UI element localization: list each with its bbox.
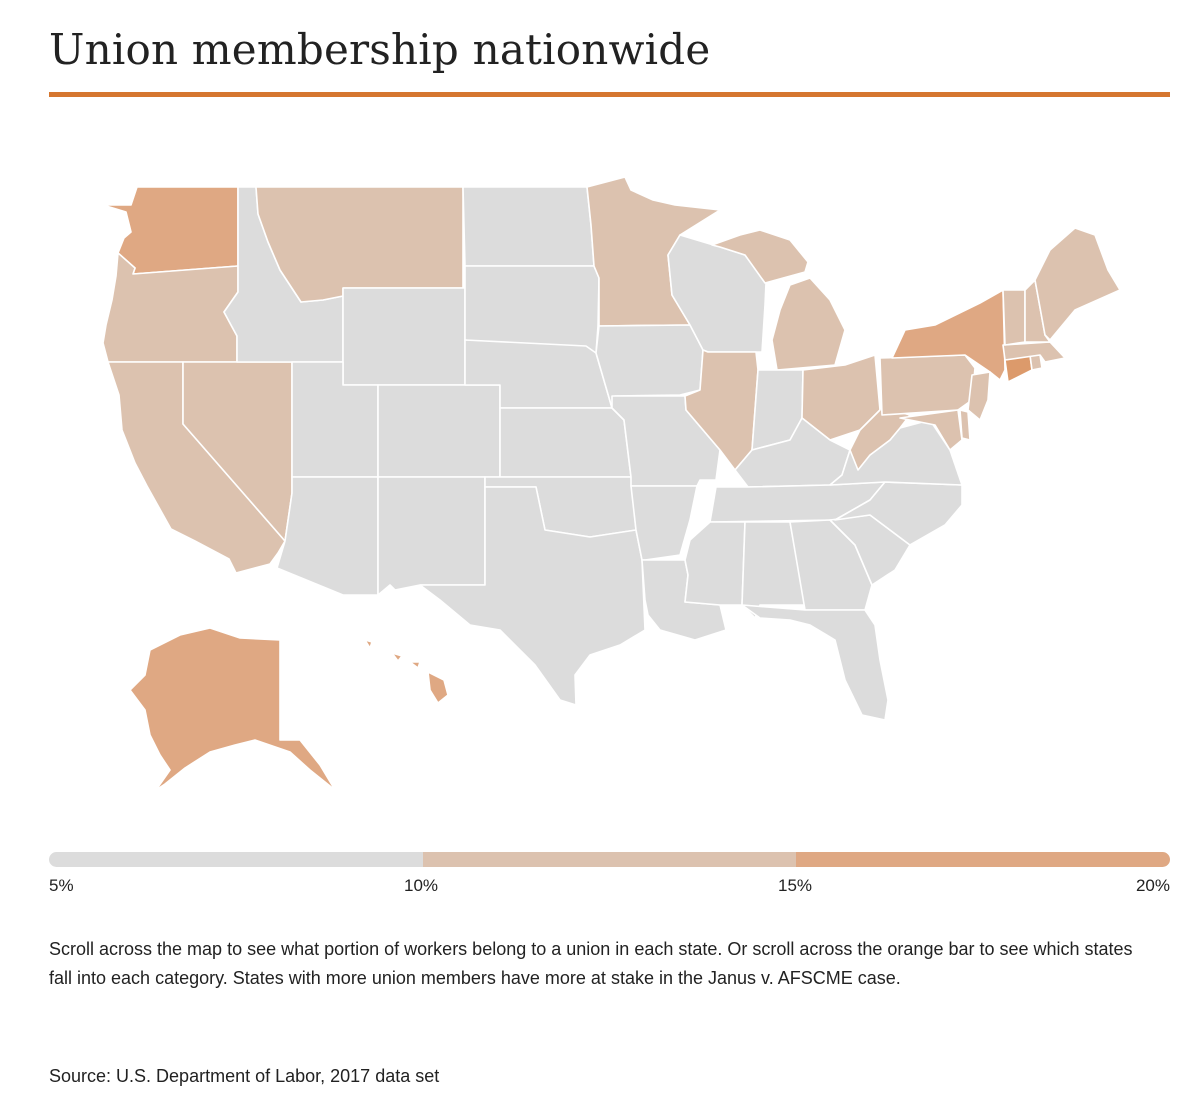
legend-segment-10-15[interactable]: [422, 852, 797, 867]
state-VT[interactable]: [1002, 289, 1026, 346]
legend-segment-5-10[interactable]: [49, 852, 423, 867]
state-MD[interactable]: [899, 409, 963, 451]
state-TX[interactable]: [419, 486, 646, 706]
state-IL[interactable]: [684, 349, 759, 471]
map-description: Scroll across the map to see what portio…: [49, 939, 1133, 988]
legend-tick-20: 20%: [1135, 876, 1170, 895]
legend-tick-5: 5%: [49, 876, 74, 895]
state-AK[interactable]: [129, 627, 336, 791]
state-KS[interactable]: [499, 407, 632, 478]
page-title: Union membership nationwide: [49, 25, 711, 74]
state-PA[interactable]: [879, 354, 976, 416]
legend-scale-bar[interactable]: [49, 852, 1170, 867]
state-MI[interactable]: [711, 229, 846, 371]
state-AR[interactable]: [630, 485, 698, 561]
state-HI[interactable]: [364, 639, 449, 704]
state-ME[interactable]: [1034, 227, 1121, 341]
state-SD[interactable]: [464, 265, 600, 354]
state-MT[interactable]: [255, 186, 464, 303]
legend-segment-15-20[interactable]: [796, 852, 1170, 867]
legend-tick-15: 15%: [778, 876, 813, 895]
state-ND[interactable]: [462, 186, 595, 267]
state-FL[interactable]: [741, 604, 889, 721]
state-NC[interactable]: [834, 481, 963, 546]
state-WY[interactable]: [342, 287, 466, 386]
state-WV[interactable]: [849, 399, 911, 471]
source-note: Source: U.S. Department of Labor, 2017 d…: [49, 1066, 440, 1086]
title-rule: [49, 92, 1170, 97]
state-DE[interactable]: [959, 409, 971, 441]
state-NM[interactable]: [377, 476, 486, 596]
state-AZ[interactable]: [276, 476, 379, 596]
state-MS[interactable]: [684, 521, 746, 606]
state-NJ[interactable]: [967, 371, 991, 421]
state-RI[interactable]: [1029, 354, 1043, 371]
states-layer: [102, 176, 1121, 791]
us-state-map: [102, 176, 1121, 791]
legend-tick-10: 10%: [404, 876, 439, 895]
state-CO[interactable]: [377, 384, 501, 478]
